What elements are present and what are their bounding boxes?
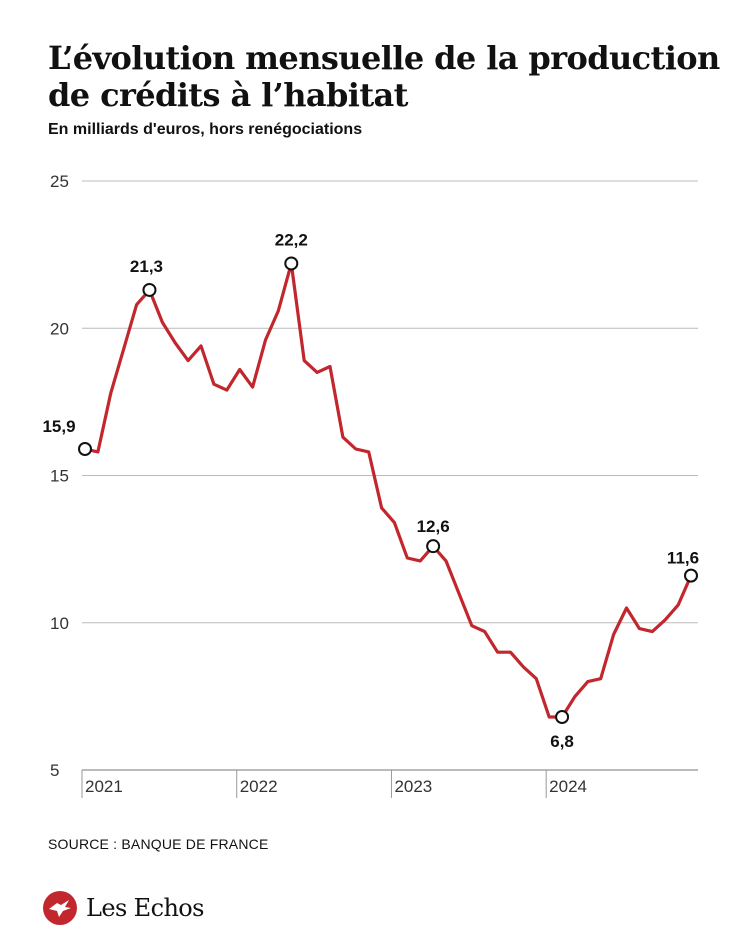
y-tick-label: 25 [50,172,69,191]
y-tick-label: 5 [50,761,59,780]
axis-layer: 25 20 15 10 5 2021 2022 2023 2024 [50,172,587,798]
source-note: SOURCE : BANQUE DE FRANCE [48,836,269,852]
y-tick-label: 15 [50,467,69,486]
data-point-marker [555,709,570,724]
x-tick-label: 2023 [394,777,432,796]
series-line [83,261,693,719]
data-point-marker [684,568,698,583]
x-tick-label: 2022 [240,777,278,796]
x-tick-label: 2021 [85,777,123,796]
line-chart: 25 20 15 10 5 2021 2022 2023 2024 15,9 21,3 22,2 12… [42,172,699,798]
y-tick-label: 10 [50,614,69,633]
data-label: 21,3 [130,257,163,276]
data-point-marker [426,539,441,554]
y-tick-label: 20 [50,319,69,338]
data-label: 12,6 [417,517,450,536]
data-label: 15,9 [42,417,75,436]
les-echos-logo-icon [43,891,77,925]
data-point-marker [78,441,92,456]
data-label: 6,8 [550,732,574,751]
brand-name: Les Echos [86,894,204,922]
chart-title: L’évolution mensuelle de la production d… [48,39,720,114]
chart-subtitle: En milliards d'euros, hors renégociation… [48,121,363,138]
data-point-marker [284,256,299,271]
data-label: 22,2 [275,230,308,249]
line-layer [83,261,693,719]
data-point-marker [142,282,157,297]
x-tick-label: 2024 [549,777,587,796]
grid-layer [82,180,698,771]
marker-layer: 15,9 21,3 22,2 12,6 6,8 11,6 [42,230,699,751]
data-label: 11,6 [667,549,699,568]
brand: Les Echos [42,890,204,926]
